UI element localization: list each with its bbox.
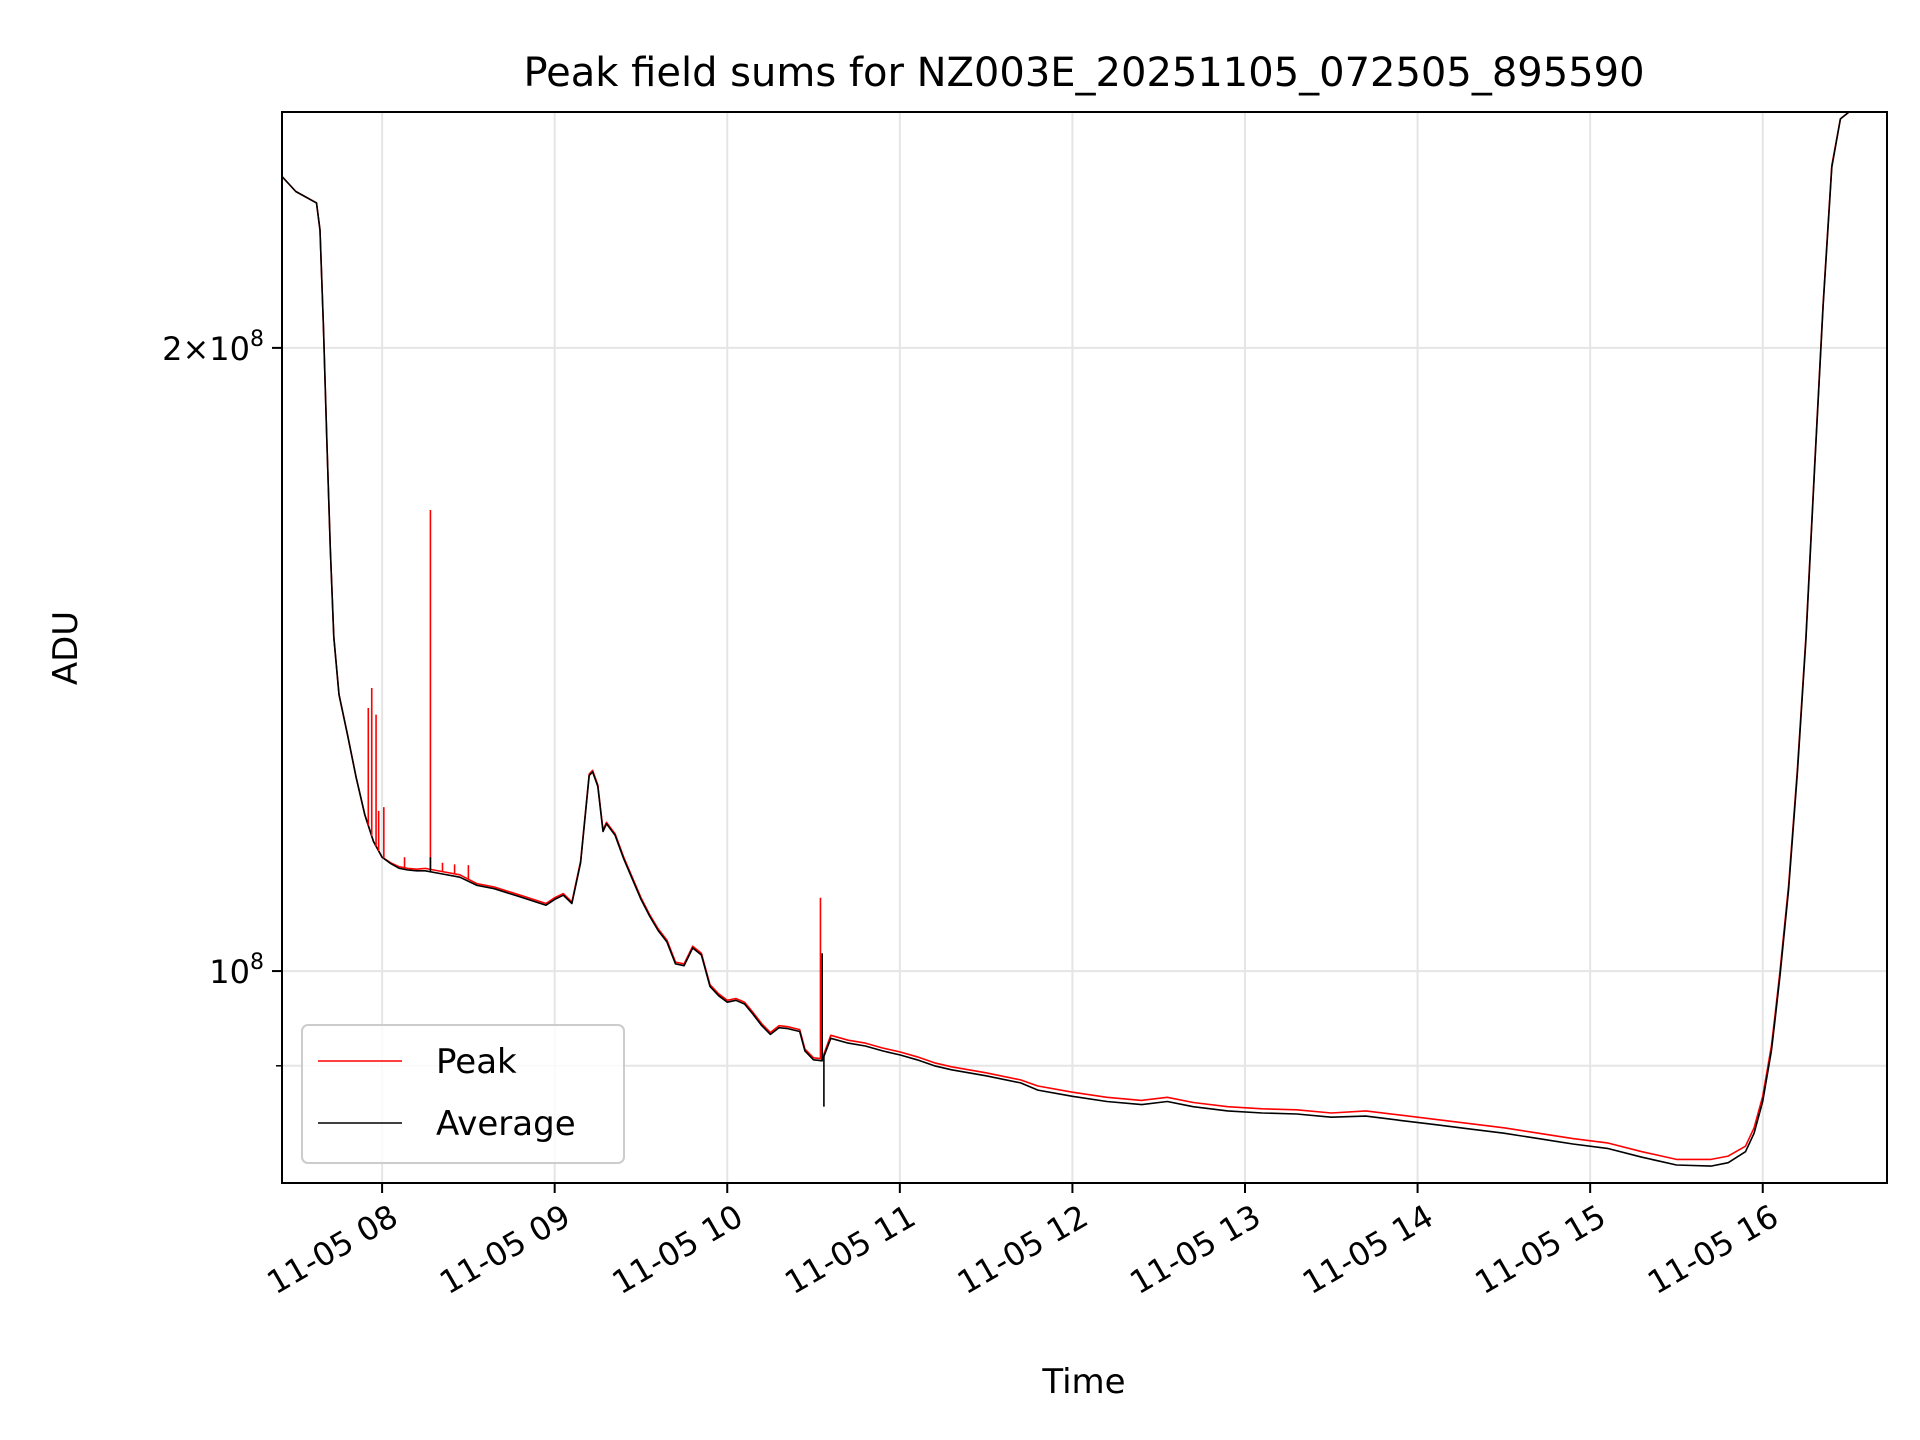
legend: Peak Average: [301, 1024, 625, 1164]
legend-label-peak: Peak: [436, 1042, 517, 1082]
x-axis-title: Time: [1041, 1362, 1125, 1402]
series-lines: [282, 112, 1887, 1167]
y-tick-label: 108: [209, 950, 264, 991]
plot-frame: [281, 111, 1888, 1184]
grid: [282, 112, 1887, 1183]
plot-area: [282, 112, 1887, 1183]
y-tick-label: 2×108: [162, 327, 264, 368]
y-axis-ticks: 108 2×108: [162, 327, 282, 1067]
legend-box: [301, 1024, 625, 1164]
series-line-average: [282, 112, 1887, 1167]
legend-label-average: Average: [436, 1104, 576, 1144]
y-axis-title: ADU: [46, 611, 86, 685]
series-line-peak: [282, 112, 1887, 1161]
chart-title: Peak field sums for NZ003E_20251105_0725…: [523, 50, 1644, 96]
